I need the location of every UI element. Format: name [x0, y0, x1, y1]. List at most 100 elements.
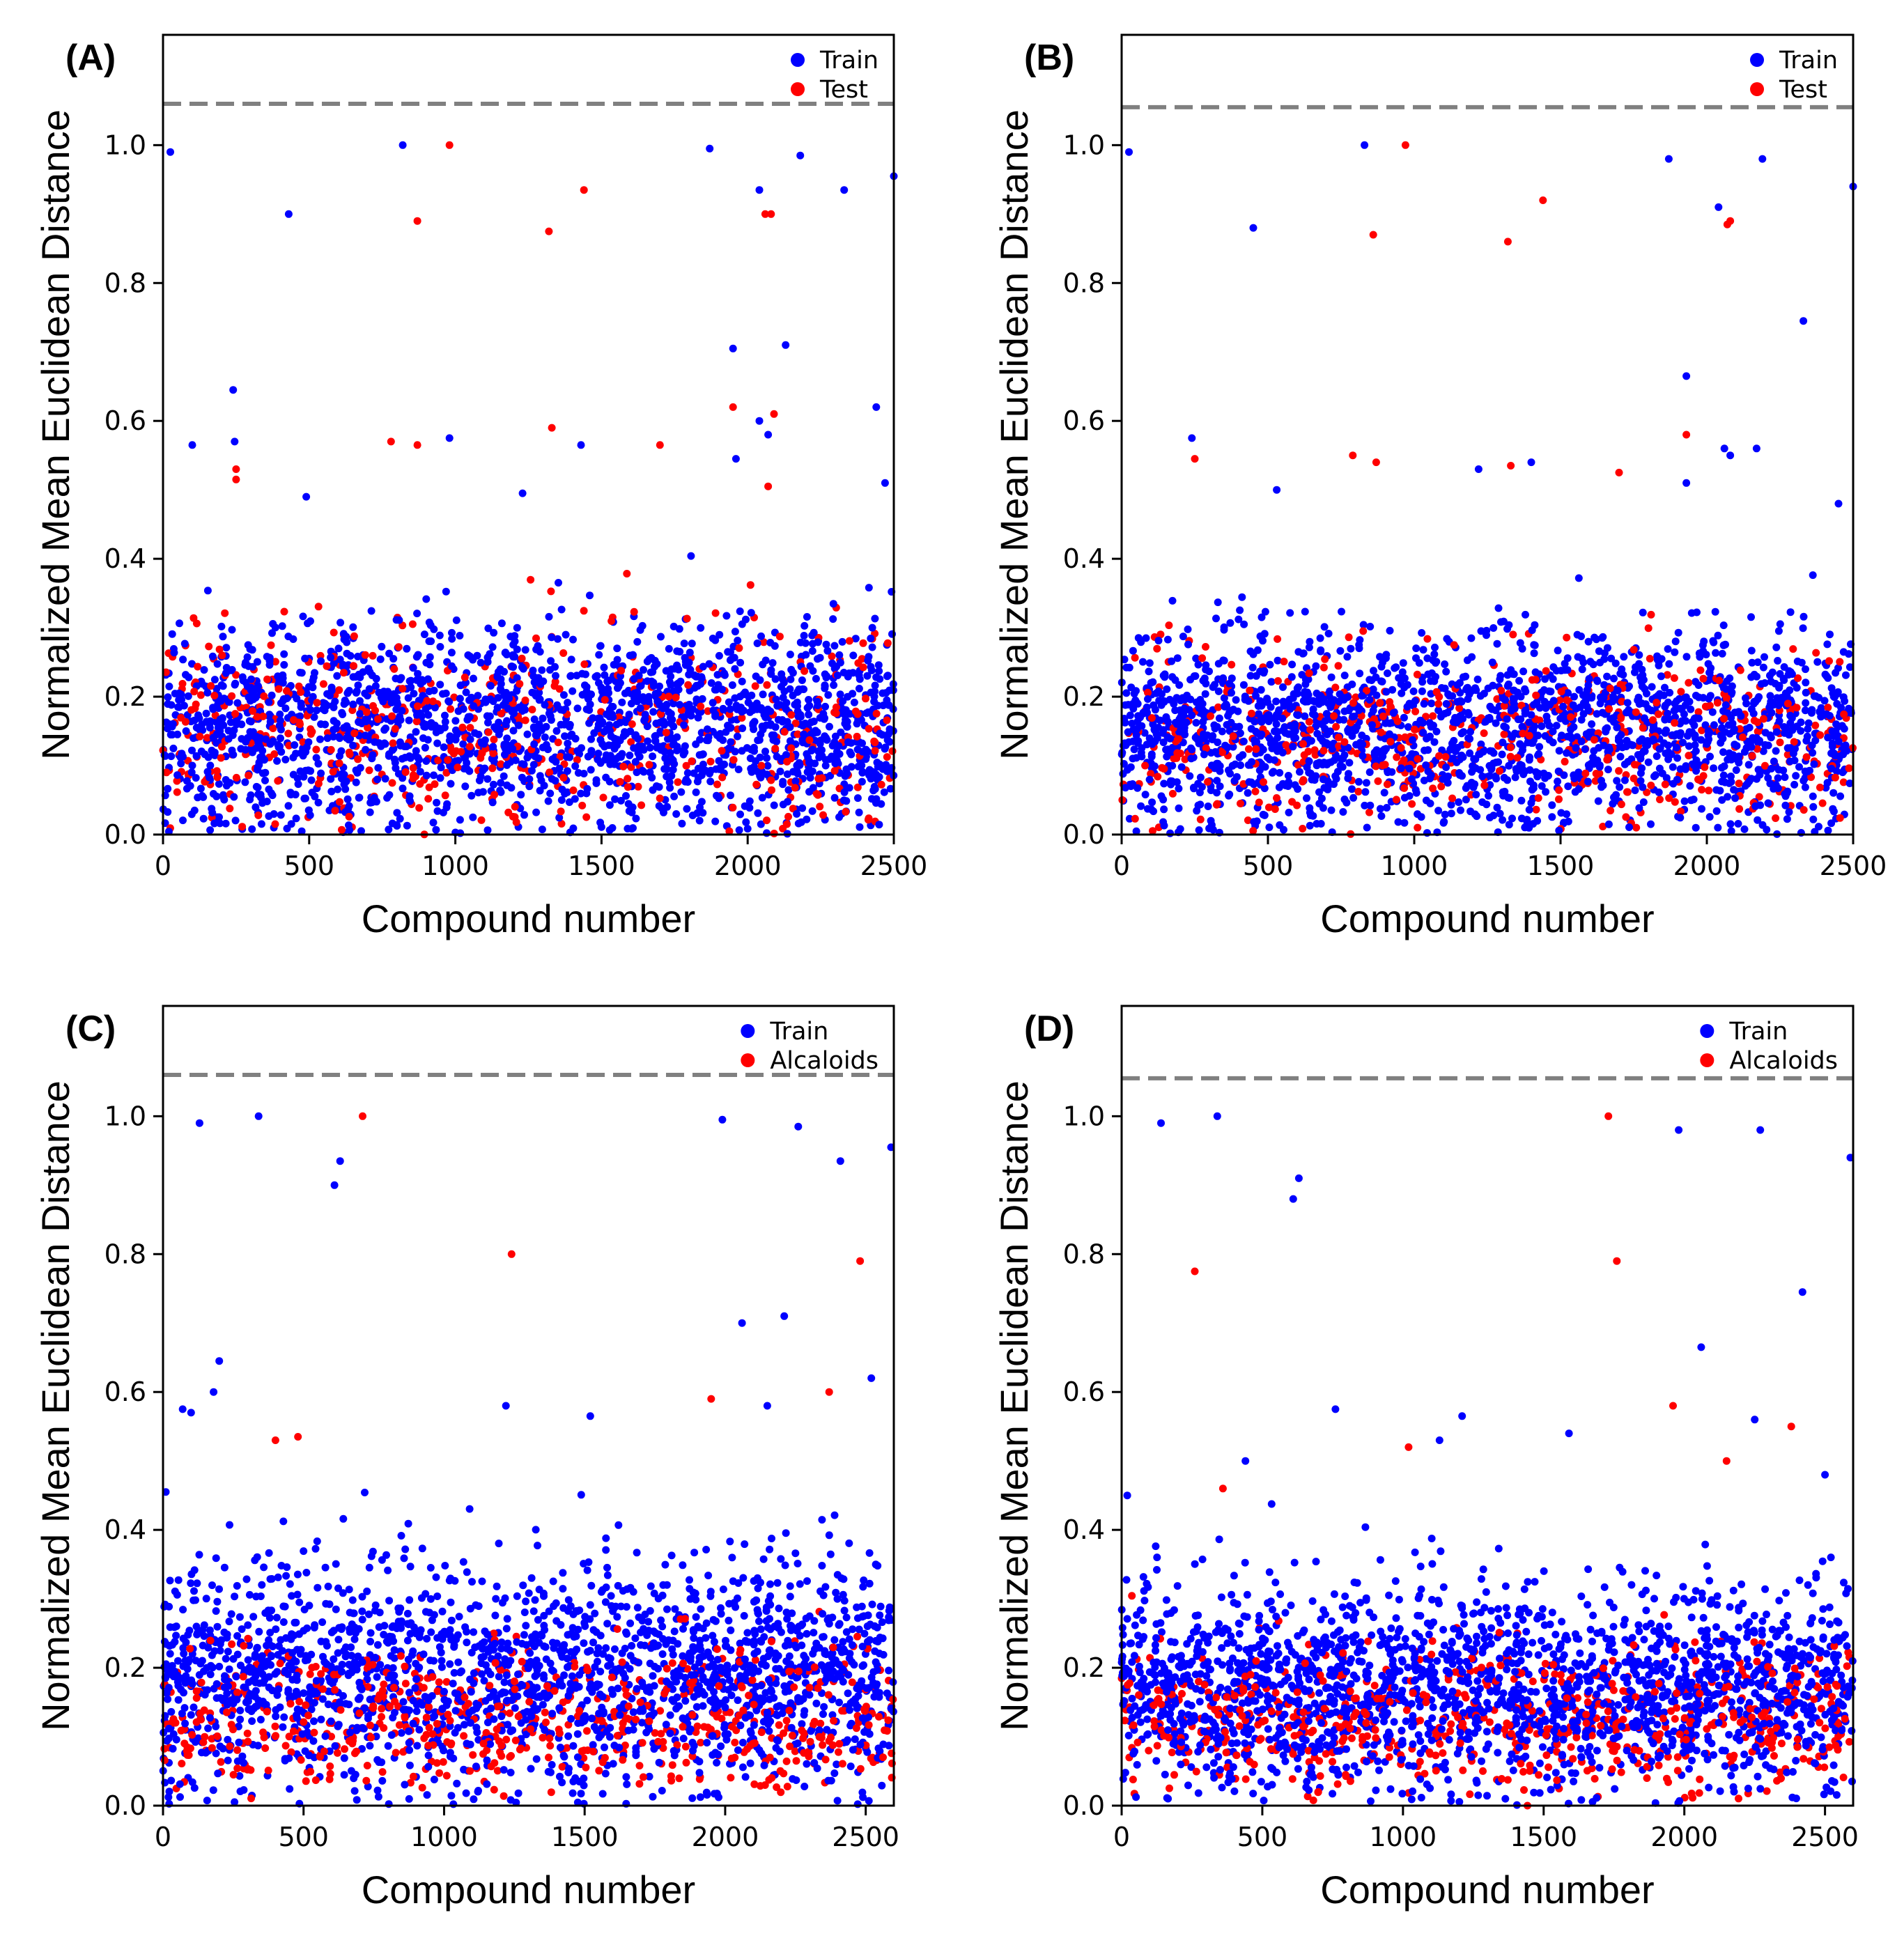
train-point [1309, 705, 1317, 713]
train-point [564, 739, 572, 747]
train-point [1160, 805, 1168, 814]
train-point [632, 814, 640, 823]
train-point [1554, 767, 1563, 775]
train-point [605, 777, 614, 786]
train-point [601, 743, 609, 751]
train-point [1651, 771, 1659, 780]
test-point [1506, 752, 1515, 761]
train-point [277, 811, 285, 819]
train-point [199, 793, 208, 801]
test-point [1386, 738, 1395, 746]
train-point [1655, 764, 1664, 773]
train-point [693, 777, 702, 786]
test-point [1555, 786, 1563, 794]
train-point [605, 713, 614, 721]
test-point [637, 801, 646, 809]
train-point [1607, 654, 1616, 662]
train-point [803, 815, 811, 823]
test-point [1845, 764, 1853, 773]
train-outlier-point [872, 403, 881, 411]
train-point [209, 704, 217, 713]
test-point [672, 693, 680, 701]
test-point [412, 718, 421, 726]
train-point [669, 741, 677, 749]
test-point [1255, 798, 1263, 807]
train-point [1676, 814, 1685, 822]
test-point [1715, 676, 1724, 685]
train-point [294, 780, 302, 789]
train-point [500, 667, 508, 676]
train-point [1802, 736, 1811, 745]
train-outlier-point [755, 186, 764, 194]
train-point [850, 698, 858, 706]
test-point [859, 639, 867, 647]
test-point [842, 807, 850, 816]
train-point [1230, 777, 1239, 785]
train-point [1412, 644, 1421, 653]
train-point [354, 681, 362, 690]
train-point [1355, 706, 1363, 714]
train-point [436, 727, 444, 734]
test-point [465, 743, 474, 751]
train-point [822, 640, 830, 649]
test-point [187, 706, 196, 714]
train-point [567, 672, 575, 680]
train-point [1414, 810, 1422, 819]
test-point [751, 682, 759, 690]
train-point [1590, 633, 1599, 642]
train-point [791, 777, 800, 785]
train-point [280, 660, 288, 669]
train-point [1779, 766, 1788, 775]
train-point [1518, 644, 1526, 653]
train-point [1340, 751, 1349, 759]
train-outlier-point [732, 455, 740, 463]
test-point [1280, 658, 1288, 666]
test-point [1825, 657, 1833, 665]
test-point [627, 738, 635, 746]
train-point [1316, 634, 1324, 642]
test-point [547, 587, 555, 596]
train-point [773, 738, 780, 745]
train-point [809, 784, 817, 792]
train-point [1631, 668, 1639, 676]
train-point [530, 678, 539, 686]
train-point [1840, 742, 1848, 750]
train-point [1635, 660, 1643, 668]
train-point [430, 625, 438, 633]
train-point [345, 687, 353, 695]
train-point [1766, 704, 1774, 712]
train-point [555, 579, 562, 587]
train-point [564, 699, 572, 707]
train-point [208, 809, 217, 816]
train-point [1143, 708, 1152, 717]
train-point [795, 759, 803, 767]
test-point [1622, 813, 1630, 821]
test-point [1532, 805, 1540, 814]
panel-a: 0 500 1000 1500 2000 2500 0.00.20.40.60.81.0 … [33, 33, 927, 940]
train-point [432, 825, 440, 834]
test-point [314, 780, 323, 788]
test-point [763, 681, 771, 689]
train-point [873, 759, 881, 767]
train-point [216, 819, 224, 828]
train-point [1306, 809, 1314, 816]
train-point [215, 780, 223, 788]
train-point [855, 808, 863, 816]
train-point [1409, 687, 1418, 695]
train-outlier-point [1682, 372, 1691, 380]
train-point [1648, 683, 1656, 691]
train-point [502, 651, 511, 659]
train-point [753, 639, 761, 647]
train-outlier-point [302, 493, 311, 501]
train-point [754, 809, 762, 817]
train-point [268, 691, 276, 699]
train-point [763, 754, 771, 762]
test-point [418, 686, 426, 694]
test-point [800, 667, 809, 675]
train-point [1493, 639, 1501, 648]
train-point [779, 693, 787, 701]
train-point [633, 688, 642, 697]
test-point [284, 729, 293, 738]
train-point [1682, 717, 1690, 725]
test-point [1141, 761, 1150, 770]
